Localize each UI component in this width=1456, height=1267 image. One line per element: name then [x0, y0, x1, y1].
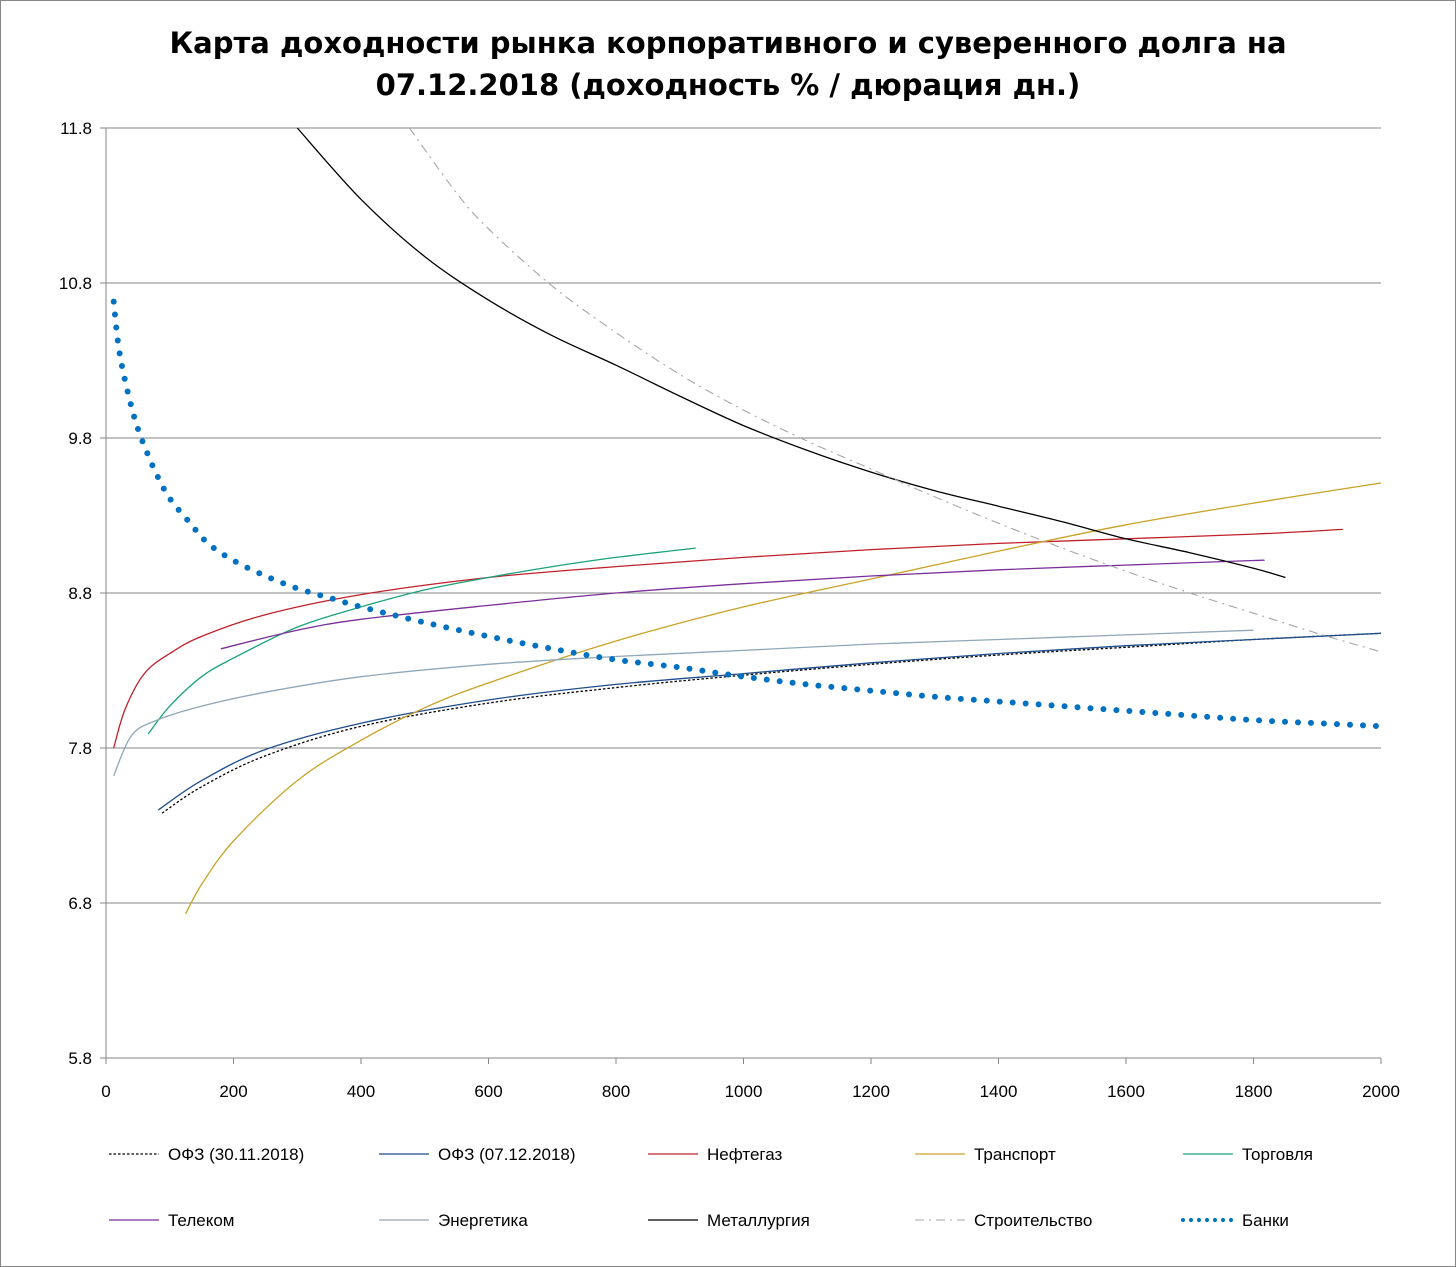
series-line-8	[408, 127, 1382, 653]
x-tick-label: 1800	[1235, 1082, 1273, 1101]
legend-label: Телеком	[168, 1211, 234, 1230]
y-tick-label: 9.8	[68, 429, 92, 448]
legend-item: ОФЗ (07.12.2018)	[379, 1145, 576, 1164]
legend: ОФЗ (30.11.2018) ОФЗ (07.12.2018) Нефтегаз…	[109, 1145, 1313, 1230]
x-tick-label: 600	[474, 1082, 502, 1101]
y-tick-label: 11.8	[60, 119, 92, 138]
series-line-2	[113, 528, 1343, 749]
x-tick-label: 1600	[1107, 1082, 1145, 1101]
y-tick-label: 10.8	[59, 274, 92, 293]
legend-item: Металлургия	[648, 1211, 810, 1230]
legend-label: ОФЗ (07.12.2018)	[438, 1145, 576, 1164]
x-tick-label: 1000	[725, 1082, 763, 1101]
chart-title-line-2: 07.12.2018 (доходность % / дюрация дн.)	[375, 68, 1081, 102]
chart-title: Карта доходности рынка корпоративного и …	[0, 22, 1456, 106]
y-tick-label: 5.8	[68, 1049, 92, 1068]
legend-item: Телеком	[109, 1211, 234, 1230]
legend-item: Торговля	[1183, 1145, 1313, 1164]
legend-label: ОФЗ (30.11.2018)	[168, 1145, 304, 1164]
legend-item: Строительство	[915, 1211, 1092, 1230]
axes	[100, 127, 1382, 1064]
series-line-0	[161, 632, 1382, 814]
legend-label: Банки	[1242, 1211, 1289, 1230]
series-line-1	[157, 632, 1382, 811]
series-line-3	[185, 482, 1382, 915]
legend-label: Энергетика	[438, 1211, 528, 1230]
y-tick-label: 8.8	[68, 584, 92, 603]
series-line-7	[296, 127, 1286, 579]
legend-label: Строительство	[974, 1211, 1092, 1230]
legend-label: Нефтегаз	[707, 1145, 782, 1164]
series-line-6	[113, 629, 1254, 777]
y-tick-label: 7.8	[68, 739, 92, 758]
gridlines	[106, 127, 1381, 904]
chart-title-line-1: Карта доходности рынка корпоративного и …	[169, 26, 1287, 60]
legend-item: Нефтегаз	[648, 1145, 782, 1164]
series-line-5	[220, 559, 1265, 650]
legend-label: Металлургия	[707, 1211, 810, 1230]
legend-item: ОФЗ (30.11.2018)	[109, 1145, 304, 1164]
legend-label: Транспорт	[974, 1145, 1056, 1164]
x-tick-label: 1400	[980, 1082, 1018, 1101]
tick-labels: 5.8 6.8 7.8 8.8 9.8 10.8 11.8 0 200 400 600 800 1000…	[59, 119, 1400, 1101]
legend-item: Транспорт	[915, 1145, 1056, 1164]
series-lines	[110, 127, 1384, 915]
series-line-4	[147, 547, 696, 735]
x-tick-label: 800	[602, 1082, 630, 1101]
legend-item: Энергетика	[379, 1211, 528, 1230]
x-tick-label: 200	[219, 1082, 247, 1101]
legend-item: Банки	[1181, 1211, 1289, 1230]
x-tick-label: 2000	[1362, 1082, 1400, 1101]
x-tick-label: 1200	[852, 1082, 890, 1101]
x-tick-label: 400	[347, 1082, 375, 1101]
x-tick-label: 0	[101, 1082, 110, 1101]
y-tick-label: 6.8	[68, 894, 92, 913]
series-line-9	[110, 298, 1384, 730]
legend-label: Торговля	[1242, 1145, 1313, 1164]
